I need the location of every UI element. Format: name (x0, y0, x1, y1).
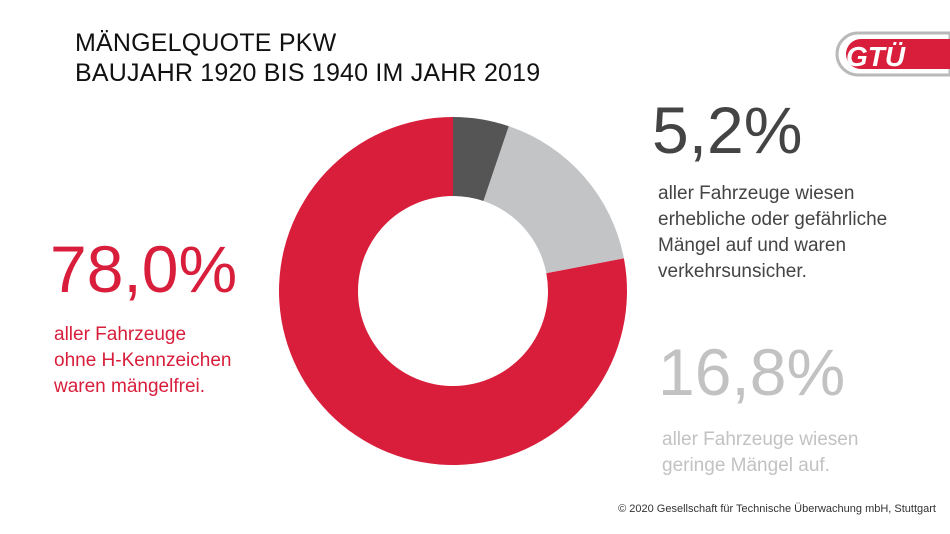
red-description: aller Fahrzeuge ohne H-Kennzeichen waren… (54, 322, 231, 400)
red-desc-line-2: ohne H-Kennzeichen (54, 350, 232, 371)
dark-description: aller Fahrzeuge wiesen erhebliche oder g… (658, 181, 887, 285)
slice-defect-free (278, 117, 627, 466)
light-desc-line-2: geringe Mängel auf. (662, 455, 830, 476)
gtu-logo: GTÜ (835, 31, 950, 77)
light-percentage: 16,8% (658, 335, 846, 409)
copyright-footer: © 2020 Gesellschaft für Technische Überw… (618, 503, 936, 515)
light-desc-line-1: aller Fahrzeuge wiesen (662, 429, 859, 450)
dark-desc-line-1: aller Fahrzeuge wiesen (658, 183, 855, 204)
light-description: aller Fahrzeuge wiesen geringe Mängel au… (662, 427, 858, 479)
slice-minor-defects (483, 126, 624, 274)
dark-desc-line-3: Mängel auf und waren (658, 235, 847, 256)
chart-title: MÄNGELQUOTE PKW BAUJAHR 1920 BIS 1940 IM… (75, 28, 540, 88)
red-desc-line-1: aller Fahrzeuge (54, 324, 187, 345)
dark-desc-line-2: erhebliche oder gefährliche (658, 209, 888, 230)
dark-desc-line-4: verkehrsunsicher. (658, 261, 807, 282)
red-desc-line-3: waren mängelfrei. (54, 376, 206, 397)
red-percentage: 78,0% (50, 232, 238, 306)
dark-percentage: 5,2% (652, 93, 803, 167)
title-line-1: MÄNGELQUOTE PKW (75, 29, 337, 57)
slice-severe-defects (453, 117, 509, 202)
title-line-2: BAUJAHR 1920 BIS 1940 IM JAHR 2019 (75, 59, 541, 87)
svg-text:GTÜ: GTÜ (846, 41, 906, 72)
